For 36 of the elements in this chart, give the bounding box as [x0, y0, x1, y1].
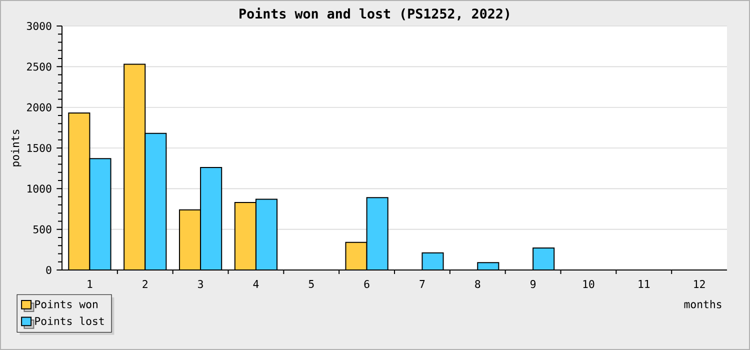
y-axis-title: points — [10, 130, 22, 166]
x-tick-label: 5 — [308, 280, 314, 288]
x-tick-label: 4 — [253, 280, 259, 288]
bar — [179, 210, 201, 270]
legend-label: Points won — [35, 300, 98, 308]
x-axis-title: months — [684, 300, 722, 308]
y-tick-label: 0 — [46, 266, 52, 274]
bar — [366, 198, 388, 270]
x-tick-label: 12 — [694, 280, 705, 288]
y-tick-label: 1000 — [28, 184, 52, 193]
bar — [90, 158, 111, 270]
x-tick-label: 11 — [638, 280, 650, 288]
x-tick-label: 10 — [583, 280, 594, 288]
y-tick-label: 1500 — [28, 144, 52, 152]
bar — [200, 168, 222, 270]
bar — [346, 242, 367, 270]
x-tick-label: 9 — [530, 280, 536, 288]
y-tick-label: 500 — [33, 225, 52, 234]
x-tick-label: 6 — [364, 280, 370, 288]
bar — [145, 133, 166, 270]
chart-title: Points won and lost (PS1252, 2022) — [240, 8, 509, 20]
bar — [422, 252, 444, 270]
x-tick-label: 3 — [198, 280, 203, 288]
bar — [256, 199, 278, 270]
y-tick-label: 2500 — [27, 62, 52, 71]
x-tick-label: 1 — [88, 280, 92, 288]
legend-label: Points lost — [35, 316, 104, 326]
bar — [533, 248, 554, 270]
y-tick-label: 3000 — [26, 22, 52, 30]
bar — [68, 113, 90, 270]
x-tick-label: 7 — [420, 280, 425, 288]
bar — [234, 202, 256, 270]
x-tick-label: 2 — [142, 280, 148, 288]
x-tick-label: 8 — [475, 280, 480, 288]
bar — [124, 64, 146, 270]
y-tick-label: 2000 — [27, 103, 52, 112]
